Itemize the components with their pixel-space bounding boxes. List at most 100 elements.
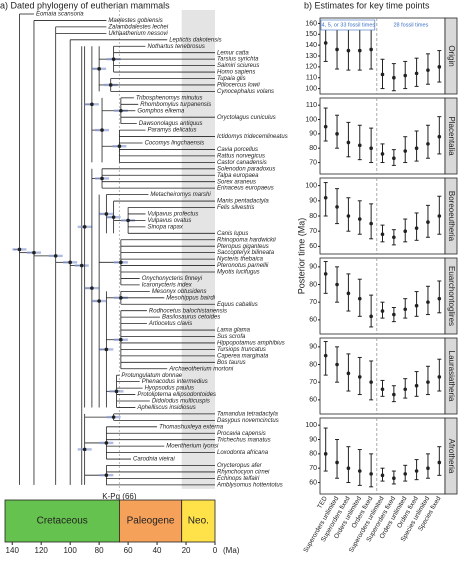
taxon-label: Erinaceus europaeus [217,186,274,192]
taxon-label: Rhombomylus turpanensis [140,102,211,108]
strip [444,257,458,335]
point [437,460,442,465]
taxon-label: Oryctolagus cuniculus [217,115,276,121]
panel-a-title: a) Dated phylogeny of eutherian mammals [0,0,170,10]
taxon-label: Cynocephalus volans [217,89,274,95]
annotation: 4, 5, or 33 fossil times [322,22,376,28]
point [380,309,385,313]
strip-label: Origin [447,45,456,66]
strip-label: Laurasiatheria [447,351,456,402]
node [97,299,101,303]
point [323,353,328,358]
point [346,214,351,218]
taxon-label: Nycteris thebaica [217,257,264,263]
taxon-label: Paramys delicatus [147,128,196,134]
taxon-label: Gomphos elkema [137,108,185,114]
point [357,217,362,221]
point [426,220,430,224]
taxon-label: Cavia porcellus [217,147,258,153]
point [437,134,442,139]
point [403,73,408,78]
y-tick-label: 160 [305,20,317,27]
taxon-label: Protolipterna ellipsodontoides [137,392,216,398]
x-tick-label: 0 [213,546,218,555]
x-tick-label: 80 [95,546,104,555]
taxon-label: Echinops telfairi [217,476,260,482]
node [100,128,104,132]
taxon-label: Talpa europaea [217,173,259,179]
annotation-box [320,19,376,31]
y-tick-label: 90 [309,436,317,443]
strip [444,337,458,415]
annotation: 28 fossil times [393,22,428,28]
point [403,472,408,476]
point [323,41,328,45]
taxon-label: Equus caballus [217,302,258,308]
y-tick-label: 100 [305,182,317,189]
point [392,392,396,397]
y-tick-label: 110 [306,75,317,82]
panel-frame [319,257,446,335]
y-tick-label: 130 [305,53,317,60]
point [392,312,396,317]
y-tick-label: 90 [309,344,317,351]
period-label: Paleogene [127,516,175,527]
taxon-label: Homo sapiens [217,70,255,76]
point [380,232,385,237]
taxon-label: Rodhocetus balochistanensis [149,308,227,314]
y-tick-label: 80 [309,213,317,220]
taxon-label: Ukhaatherium nessovi [108,31,168,37]
point [392,235,396,240]
y-tick-label: 100 [305,422,317,429]
strip-label: Placentalia [447,116,456,156]
taxon-label: Myotis lucifugus [217,270,260,276]
node [32,250,36,255]
node [90,286,94,290]
taxon-label: Ptilocercus lowii [217,83,260,89]
taxon-label: Solenodon paradoxus [217,166,275,172]
taxon-label: Tupaia glis [217,76,246,82]
point [335,282,339,287]
point [426,68,430,72]
panel-frame [319,337,446,415]
point [426,380,430,384]
point [403,149,408,153]
taxon-label: Tamandua tetradactyla [217,411,278,417]
taxon-label: Rattus norvegicus [217,153,265,159]
point [357,375,362,379]
point [369,146,373,150]
taxon-label: Felis silvestris [217,205,254,211]
taxon-label: Didolodus multicuspis [152,399,210,405]
y-tick-label: 90 [309,264,317,271]
taxon-label: Cocomys lingchaensis [145,141,205,147]
taxon-label: Aphelliscus insidiosus [136,405,195,411]
strip [444,97,458,175]
y-tick-label: 100 [305,116,317,123]
node [111,57,116,61]
y-tick-label: 90 [309,198,317,205]
y-tick-label: 120 [305,64,317,71]
node [111,215,116,219]
point [335,362,339,367]
y-tick-label: 60 [309,243,317,250]
x-tick-label: 100 [63,546,77,555]
y-tick-label: 60 [309,317,317,324]
y-tick-label: 150 [305,31,317,38]
taxon-label: Eomaia scansoria [36,12,84,18]
taxon-label: Castor canadensis [217,160,267,166]
node [68,260,72,265]
taxon-label: Pteronotus parnellii [217,263,269,269]
taxon-label: Caperea marginata [217,353,269,359]
period-label: Cretaceous [37,516,88,527]
x-tick-label: 40 [153,546,162,555]
point [437,65,442,69]
taxon-label: Saccopteryx bilineata [217,250,275,256]
y-tick-label: 90 [309,131,317,138]
taxon-label: Basilosaurus cetoides [162,315,220,321]
strip-label: Euarchontoglires [447,266,456,326]
y-tick-label: 70 [309,465,317,472]
strip [444,17,458,95]
taxon-label: Rhinopoma hardwickii [217,237,276,243]
taxon-label: Maelestes gobiensis [108,18,162,24]
